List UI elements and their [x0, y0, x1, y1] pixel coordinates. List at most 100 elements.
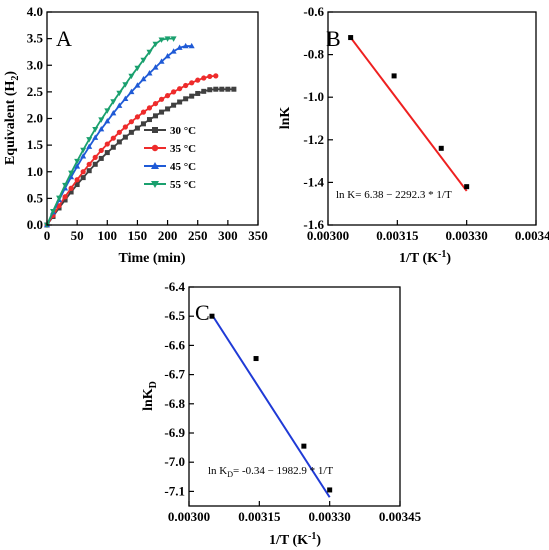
legend-label-55c: 55 °C — [170, 179, 196, 191]
series-1-point — [122, 124, 128, 130]
series-0-point — [134, 125, 140, 131]
panel-a-x-tick-label: 150 — [128, 228, 148, 243]
panel-b-ticks: 0.00300 0.00315 0.00330 0.00345 -1.6 -1.4 -1.2… — [303, 4, 549, 243]
series-1-point — [140, 109, 147, 115]
panel-c-y-tick-label: -6.5 — [164, 308, 185, 323]
panel-c-y-tick-label: -6.4 — [164, 279, 185, 294]
series-3-point — [146, 49, 153, 56]
series-0-point — [140, 121, 146, 127]
panel-b-y-tick-label: -1.4 — [303, 174, 324, 189]
series-2-point — [188, 42, 195, 49]
series-1-point — [116, 129, 122, 135]
panel-a-y-axis-title: Equivalent (H2) — [3, 71, 21, 165]
series-1-point — [134, 114, 141, 120]
series-0-point — [122, 134, 128, 140]
panel-a-y-tick-label: 1.0 — [27, 164, 43, 179]
series-0-point — [177, 99, 183, 105]
series-0-point — [92, 161, 98, 167]
series-3-point — [74, 158, 81, 165]
panel-b: 0.00300 0.00315 0.00330 0.00345 -1.6 -1.4 -1.2… — [278, 4, 549, 266]
series-2-point — [74, 163, 81, 169]
panel-c-data-point — [253, 356, 259, 362]
series-2-point — [152, 64, 159, 70]
series-3-point — [116, 90, 123, 97]
series-3-point — [80, 147, 87, 154]
series-2-point — [68, 173, 75, 180]
legend-label-35c: 35 °C — [170, 143, 196, 155]
panel-c-x-tick-label: 0.00315 — [238, 509, 281, 524]
series-0-point — [74, 182, 80, 188]
series-0-point — [104, 150, 110, 156]
series-1-point — [164, 93, 171, 99]
series-2-point — [80, 153, 87, 159]
panel-a-legend: 30 °C 35 °C 45 °C 55 °C — [144, 125, 196, 191]
series-3-point — [86, 137, 93, 143]
series-1-point — [146, 105, 153, 111]
series-1-point — [177, 86, 183, 92]
series-0-point — [183, 96, 189, 102]
panel-c-fit-line — [211, 314, 331, 498]
series-2-point — [86, 143, 93, 149]
legend-label-30c: 30 °C — [170, 125, 196, 137]
series-line-0 — [46, 88, 234, 226]
legend-item-30c: 30 °C — [144, 125, 196, 137]
panel-b-annotation: ln K= 6.38 − 2292.3 * 1/T — [336, 189, 452, 201]
panel-b-data-point — [464, 184, 470, 190]
series-2-point — [134, 82, 141, 88]
series-3-point — [122, 82, 129, 88]
series-0-point — [195, 90, 201, 96]
series-0-point — [213, 86, 219, 92]
panel-a: 0 50 100 150 200 250 300 350 0.0 0.5 1.0 1.5 2.0 2.5 3… — [3, 4, 268, 266]
panel-c-x-tick-label: 0.00300 — [168, 509, 210, 524]
legend-item-45c: 45 °C — [144, 161, 196, 173]
series-1-point — [86, 161, 92, 167]
series-1-point — [171, 89, 177, 95]
panel-a-x-tick-label: 350 — [248, 228, 268, 243]
series-2-point — [164, 52, 171, 59]
series-1-point — [104, 141, 110, 147]
panel-a-label: A — [56, 26, 72, 51]
panel-c-y-tick-label: -7.1 — [164, 483, 185, 498]
series-3-point — [152, 41, 159, 48]
series-3-point — [110, 99, 117, 105]
panel-b-series — [348, 35, 470, 192]
series-1-point — [195, 77, 201, 83]
series-2-point — [170, 48, 177, 54]
series-2-point — [116, 102, 123, 108]
panel-a-y-tick-label: 0.0 — [27, 217, 43, 232]
series-1-point — [128, 119, 134, 125]
panel-b-data-point — [391, 73, 397, 79]
panel-b-x-axis-title: 1/T (K-1) — [399, 249, 451, 266]
series-0-point — [207, 87, 213, 93]
series-2-point — [110, 109, 117, 116]
panel-c-series — [209, 313, 333, 498]
panel-b-x-tick-label: 0.00345 — [515, 228, 549, 243]
panel-a-x-axis-title: Time (min) — [118, 251, 185, 266]
panel-a-y-tick-label: 0.5 — [27, 190, 44, 205]
panel-b-x-tick-label: 0.00315 — [376, 228, 419, 243]
series-1-point — [98, 147, 104, 154]
panel-a-y-tick-label: 2.5 — [27, 84, 44, 99]
panel-a-x-tick-label: 0 — [44, 228, 51, 243]
panel-a-y-tick-label: 1.5 — [27, 137, 44, 152]
legend-item-55c: 55 °C — [144, 179, 196, 191]
series-0-point — [159, 109, 165, 115]
series-3-point — [170, 36, 177, 42]
series-0-point — [116, 139, 122, 145]
series-line-3 — [46, 37, 174, 226]
series-3-point — [62, 182, 69, 189]
legend-item-35c: 35 °C — [144, 143, 196, 155]
series-1-point — [80, 169, 86, 175]
panel-b-x-tick-label: 0.00300 — [307, 228, 349, 243]
panel-b-y-tick-label: -1.0 — [303, 89, 324, 104]
panel-c-ticks: 0.00300 0.00315 0.00330 0.00345 -7.1 -7.0 -6.9… — [164, 279, 421, 524]
series-2-point — [140, 75, 147, 82]
panel-c-x-axis-title: 1/T (K-1) — [269, 531, 321, 548]
panel-c-plot-frame — [188, 286, 401, 507]
series-3-point — [68, 170, 75, 177]
series-2-point — [122, 95, 129, 101]
series-2-point — [182, 42, 189, 49]
panel-a-series — [44, 36, 237, 229]
panel-b-y-tick-label: -1.6 — [303, 217, 324, 232]
